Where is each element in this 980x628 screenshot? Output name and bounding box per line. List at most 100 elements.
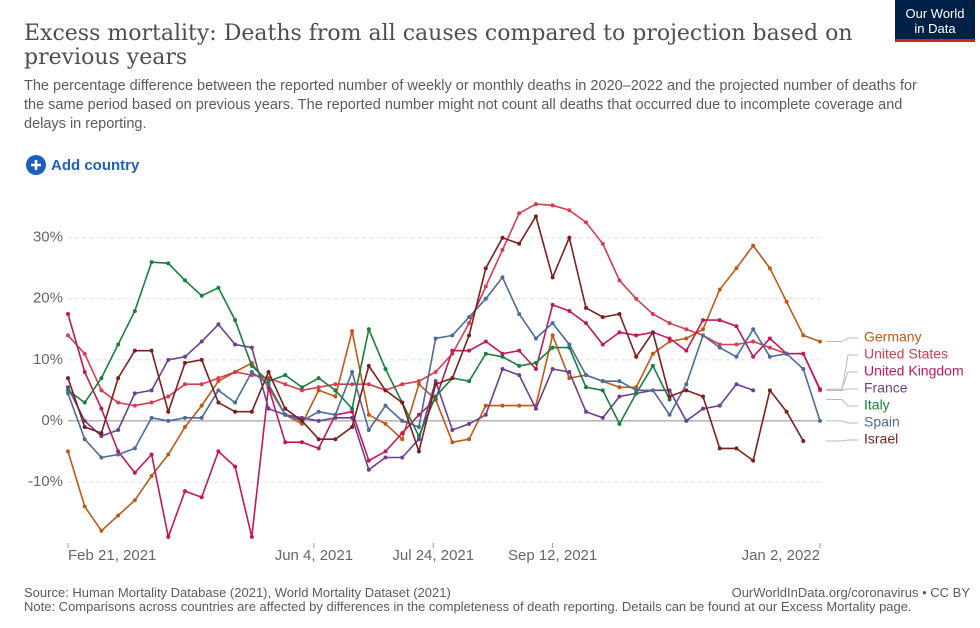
data-point [600, 342, 605, 347]
data-point [199, 339, 204, 344]
data-point [350, 409, 355, 414]
data-point [600, 315, 605, 320]
data-point [751, 354, 756, 359]
credit[interactable]: OurWorldInData.org/coronavirus • CC BY [731, 585, 970, 600]
logo[interactable]: Our World in Data [895, 0, 975, 42]
data-point [416, 379, 421, 384]
legend-label: Germany [864, 329, 922, 345]
data-point [116, 376, 121, 381]
legend-label: Italy [864, 397, 890, 413]
add-country-button[interactable]: Add country [26, 155, 139, 175]
data-point [216, 388, 221, 393]
data-point [166, 409, 171, 414]
data-point [366, 363, 371, 368]
subtitle: The percentage difference between the re… [24, 78, 917, 132]
data-point [249, 409, 254, 414]
data-point [132, 308, 137, 313]
data-point [483, 351, 488, 356]
data-point [684, 382, 689, 387]
data-point [182, 382, 187, 387]
data-point [366, 428, 371, 433]
data-point [617, 421, 622, 426]
data-point [132, 391, 137, 396]
data-point [533, 202, 538, 207]
data-point [533, 360, 538, 365]
data-point [467, 333, 472, 338]
data-point [283, 382, 288, 387]
data-point [316, 409, 321, 414]
data-point [784, 299, 789, 304]
data-point [333, 388, 338, 393]
data-point [66, 385, 70, 390]
data-point [567, 370, 572, 375]
data-point [400, 400, 405, 405]
data-point [350, 382, 355, 387]
data-point [316, 376, 321, 381]
data-point [751, 458, 756, 463]
data-point [500, 247, 505, 252]
data-point [350, 424, 355, 429]
data-point [717, 345, 722, 350]
data-point [634, 354, 639, 359]
data-point [166, 452, 171, 457]
data-point [199, 415, 204, 420]
data-point [567, 208, 572, 213]
legend-connector [826, 354, 858, 391]
data-point [767, 266, 772, 271]
data-point [767, 345, 772, 350]
data-point [116, 428, 121, 433]
data-point [584, 305, 589, 310]
data-point [818, 418, 822, 423]
data-point [784, 351, 789, 356]
data-point [450, 348, 455, 353]
data-point [634, 333, 639, 338]
data-point [634, 296, 639, 301]
data-point [734, 354, 739, 359]
data-point [667, 397, 672, 402]
data-point [617, 379, 622, 384]
data-point [617, 330, 622, 335]
data-point [216, 449, 221, 454]
data-point [584, 409, 589, 414]
data-point [383, 403, 388, 408]
data-point [634, 388, 639, 393]
data-point [483, 266, 488, 271]
data-point [283, 406, 288, 411]
data-point [216, 322, 221, 327]
data-point [784, 409, 789, 414]
data-point [216, 376, 221, 381]
data-point [717, 446, 722, 451]
data-point [400, 431, 405, 436]
data-point [182, 415, 187, 420]
data-point [517, 348, 522, 353]
data-point [617, 394, 622, 399]
logo-line: in Data [914, 21, 956, 36]
data-point [717, 287, 722, 292]
data-point [233, 318, 238, 323]
data-point [132, 470, 137, 475]
x-tick-label: Sep 12, 2021 [508, 547, 597, 564]
data-point [350, 415, 355, 420]
data-point [500, 354, 505, 359]
data-point [299, 440, 304, 445]
data-point [299, 385, 304, 390]
data-point [533, 406, 538, 411]
logo-line: Our World [905, 6, 965, 21]
data-point [366, 412, 371, 417]
data-point [350, 406, 355, 411]
data-point [132, 403, 137, 408]
series-line [67, 303, 821, 540]
data-point [266, 406, 271, 411]
data-point [751, 243, 756, 248]
data-point [751, 388, 756, 393]
data-point [149, 452, 154, 457]
data-point [567, 342, 572, 347]
data-point [316, 446, 321, 451]
data-point [66, 333, 70, 338]
data-point [333, 394, 338, 399]
data-point [433, 382, 438, 387]
data-point [400, 382, 405, 387]
data-point [667, 336, 672, 341]
data-point [366, 467, 371, 472]
data-point [533, 366, 538, 371]
